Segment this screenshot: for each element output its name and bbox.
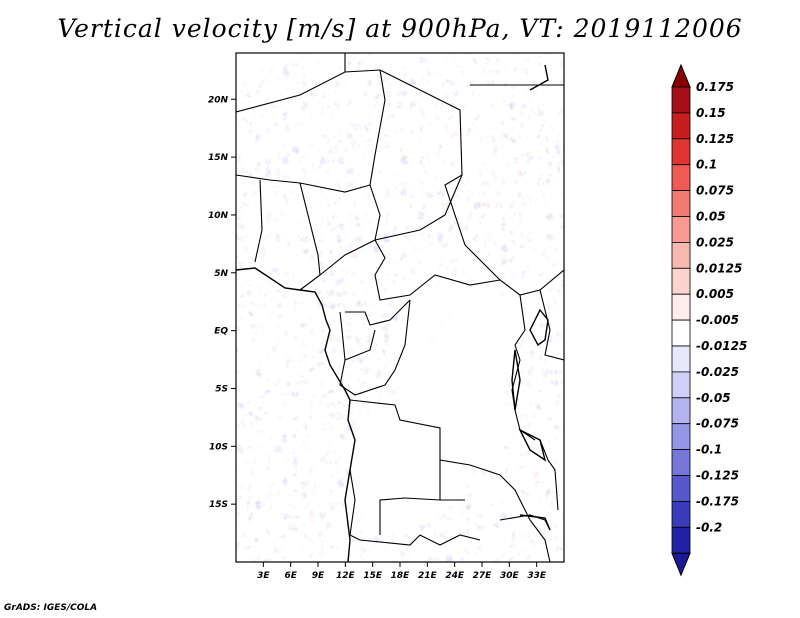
colorbar-segment bbox=[671, 345, 691, 373]
colorbar-segment bbox=[671, 164, 691, 191]
colorbar-segment bbox=[671, 423, 691, 451]
colorbar-label: 0.125 bbox=[696, 132, 734, 146]
colorbar-label: -0.05 bbox=[696, 391, 731, 405]
colorbar-label: 0.05 bbox=[696, 210, 726, 224]
colorbar-segment bbox=[671, 475, 691, 502]
latitude-axis: 20N 15N 10N 5N EQ 5S 10S 15S bbox=[208, 95, 236, 510]
lon-tick-label: 33E bbox=[527, 571, 547, 581]
colorbar-segment bbox=[671, 86, 691, 114]
colorbar-label: 0.0125 bbox=[696, 261, 742, 275]
colorbar-label: -0.005 bbox=[696, 313, 739, 327]
colorbar-label: 0.175 bbox=[696, 80, 734, 94]
colorbar-label: 0.005 bbox=[696, 287, 734, 301]
lon-tick-label: 9E bbox=[312, 571, 325, 581]
lon-tick-label: 15E bbox=[363, 571, 383, 581]
colorbar-label: -0.025 bbox=[696, 365, 739, 379]
colorbar-label: -0.075 bbox=[696, 417, 739, 431]
colorbar-segment bbox=[671, 241, 691, 269]
map-title: Vertical velocity [m/s] at 900hPa, VT: 2… bbox=[57, 14, 743, 43]
lon-tick-label: 24E bbox=[445, 571, 465, 581]
lat-tick-label: 15S bbox=[209, 500, 228, 510]
colorbar-label: 0.025 bbox=[696, 235, 734, 249]
lat-tick-label: 5N bbox=[214, 269, 228, 279]
colorbar-segment bbox=[671, 371, 691, 399]
colorbar-segment bbox=[671, 112, 691, 140]
colorbar-segment bbox=[671, 267, 691, 295]
colorbar-label: -0.2 bbox=[696, 520, 722, 534]
colorbar-segment bbox=[671, 319, 691, 347]
lon-tick-label: 30E bbox=[500, 571, 520, 581]
colorbar-label: 0.15 bbox=[696, 106, 726, 120]
colorbar-label: -0.175 bbox=[696, 494, 739, 508]
lat-tick-label: EQ bbox=[214, 327, 228, 337]
lat-tick-label: 10S bbox=[209, 442, 228, 452]
lat-tick-label: 10N bbox=[208, 211, 229, 221]
colorbar-segment bbox=[671, 397, 691, 425]
colorbar-top-arrow bbox=[671, 63, 691, 88]
colorbar-segment bbox=[671, 500, 691, 528]
lat-tick-label: 20N bbox=[208, 95, 229, 105]
grads-credit: GrADS: IGES/COLA bbox=[4, 603, 98, 613]
colorbar-label: -0.1 bbox=[696, 443, 722, 457]
colorbar-label: 0.075 bbox=[696, 184, 734, 198]
colorbar-bottom-arrow bbox=[671, 552, 691, 577]
lon-tick-label: 18E bbox=[391, 571, 411, 581]
colorbar-segment bbox=[671, 190, 691, 217]
colorbar-label: -0.0125 bbox=[696, 339, 747, 353]
longitude-axis: 3E 6E 9E 12E 15E 18E 21E 24E 27E 30E 33E bbox=[257, 562, 547, 581]
country-borders bbox=[236, 53, 564, 562]
lon-tick-label: 6E bbox=[284, 571, 297, 581]
coastlines-lakes bbox=[236, 64, 551, 562]
colorbar-segment bbox=[671, 526, 691, 554]
lat-tick-label: 5S bbox=[215, 384, 228, 394]
lon-tick-label: 27E bbox=[473, 571, 493, 581]
lat-tick-label: 15N bbox=[208, 153, 229, 163]
colorbar-segment bbox=[671, 138, 691, 166]
lon-tick-label: 12E bbox=[336, 571, 356, 581]
lon-tick-label: 21E bbox=[418, 571, 438, 581]
colorbar-segment bbox=[671, 449, 691, 476]
colorbar: 0.175 0.15 0.125 0.1 0.075 0.05 0.025 0.0125 0.0… bbox=[671, 63, 747, 577]
vertical-velocity-field bbox=[236, 53, 564, 562]
colorbar-segment bbox=[671, 293, 691, 321]
colorbar-label: -0.125 bbox=[696, 469, 739, 483]
colorbar-label: 0.1 bbox=[696, 158, 717, 172]
calm-region-congo bbox=[350, 285, 545, 535]
colorbar-segment bbox=[671, 216, 691, 243]
lon-tick-label: 3E bbox=[257, 571, 270, 581]
